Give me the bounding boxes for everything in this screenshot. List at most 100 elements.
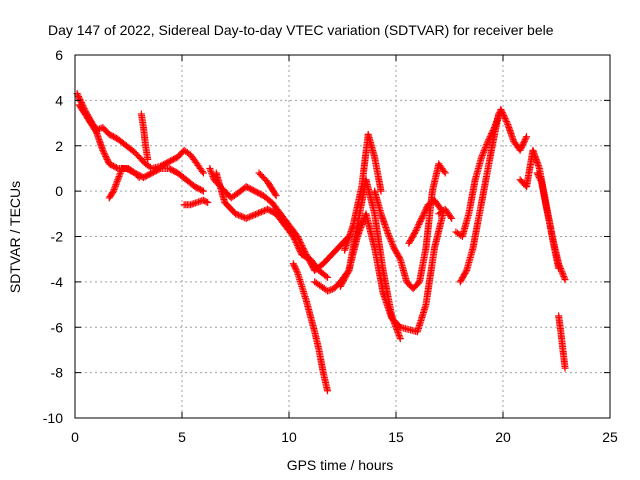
data-point xyxy=(294,242,302,250)
data-point xyxy=(110,187,118,195)
data-point xyxy=(236,212,244,220)
data-point xyxy=(254,209,262,217)
data-point xyxy=(387,237,395,245)
data-point xyxy=(389,242,397,250)
data-point xyxy=(385,231,393,239)
data-point xyxy=(198,186,206,194)
data-point xyxy=(155,165,163,173)
data-point xyxy=(516,146,524,154)
data-point xyxy=(413,223,421,231)
data-point xyxy=(134,172,142,180)
data-point xyxy=(232,210,239,218)
data-point xyxy=(291,264,299,272)
x-axis-label: GPS time / hours xyxy=(287,457,394,473)
data-point xyxy=(296,246,304,254)
y-tick-label: 6 xyxy=(55,47,63,63)
data-point xyxy=(207,168,215,176)
data-point xyxy=(104,157,112,165)
data-point xyxy=(198,167,206,175)
data-point xyxy=(478,153,486,161)
data-point xyxy=(418,213,426,221)
data-point xyxy=(204,198,212,206)
data-point xyxy=(248,212,256,220)
data-point xyxy=(322,272,330,280)
data-point xyxy=(251,210,259,218)
data-point xyxy=(416,217,424,225)
data-point xyxy=(247,212,255,220)
data-point xyxy=(520,139,528,147)
x-tick-label: 15 xyxy=(388,429,404,445)
data-point xyxy=(344,268,352,276)
y-tick-label: -10 xyxy=(43,410,63,426)
data-point xyxy=(386,234,394,242)
data-point xyxy=(482,142,490,150)
data-point xyxy=(503,118,511,126)
data-point xyxy=(110,186,118,194)
data-point xyxy=(259,207,267,215)
data-point xyxy=(385,233,393,241)
data-point xyxy=(101,151,109,159)
data-point xyxy=(206,164,214,172)
series-track-q xyxy=(456,110,503,286)
data-point xyxy=(555,264,563,272)
data-point xyxy=(113,177,121,185)
data-point xyxy=(462,268,470,276)
data-point xyxy=(518,142,526,150)
data-point xyxy=(561,276,569,284)
data-point xyxy=(242,214,250,222)
data-point xyxy=(389,241,397,249)
data-point xyxy=(100,148,108,156)
data-point xyxy=(113,179,121,187)
data-point xyxy=(416,219,424,227)
data-point xyxy=(383,228,391,236)
data-point xyxy=(537,177,545,185)
data-point xyxy=(112,164,120,172)
data-point xyxy=(116,169,124,177)
data-point xyxy=(421,208,429,216)
data-point xyxy=(253,210,261,218)
y-axis-label: SDTVAR / TECUs xyxy=(7,181,23,293)
data-point xyxy=(535,174,543,182)
data-point xyxy=(414,222,422,230)
data-point xyxy=(103,155,111,163)
series-track-k xyxy=(336,210,447,336)
data-point xyxy=(498,108,506,116)
data-point xyxy=(497,105,505,113)
data-point xyxy=(296,248,304,256)
data-point xyxy=(481,144,489,152)
data-point xyxy=(256,209,264,217)
data-point xyxy=(501,115,509,123)
data-point xyxy=(384,230,392,238)
data-point xyxy=(448,214,456,222)
data-point xyxy=(536,175,544,183)
data-point xyxy=(535,172,543,180)
data-point xyxy=(422,205,430,213)
data-point xyxy=(114,176,122,184)
data-point xyxy=(440,167,448,175)
data-point xyxy=(560,272,568,280)
data-point xyxy=(523,133,531,141)
data-point xyxy=(495,110,503,118)
y-tick-label: 4 xyxy=(55,92,63,108)
data-point xyxy=(377,187,385,195)
grid-lines xyxy=(75,55,610,418)
series-track-s xyxy=(533,169,563,272)
y-tick-label: 0 xyxy=(55,183,63,199)
data-point xyxy=(76,96,84,104)
data-point xyxy=(414,279,422,287)
series-track-g xyxy=(212,169,332,281)
series-track-h xyxy=(255,169,280,200)
data-point xyxy=(74,91,82,99)
data-point xyxy=(388,239,396,247)
series-track-d xyxy=(137,110,152,163)
data-point xyxy=(521,136,529,144)
data-point xyxy=(271,190,279,198)
data-point xyxy=(111,184,119,192)
data-point xyxy=(533,169,541,177)
data-point xyxy=(135,174,143,182)
data-point xyxy=(116,171,124,179)
data-point xyxy=(144,155,152,163)
data-point xyxy=(479,150,487,158)
data-point xyxy=(423,204,431,212)
data-point xyxy=(293,240,301,248)
